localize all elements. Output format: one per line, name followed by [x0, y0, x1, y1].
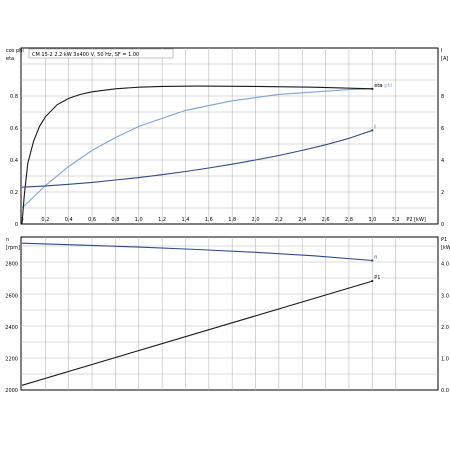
left-axis-label-bottom: [rpm]: [6, 245, 20, 251]
series-p1-end-point: [371, 279, 374, 283]
right-axis-label-top: P1: [441, 237, 447, 243]
right-axis-tick-label: 4.0: [441, 262, 449, 268]
left-axis-tick-label: 2000: [5, 388, 18, 394]
x-axis-tick-label: 0,2: [41, 217, 49, 223]
x-axis-tick-label: 0,8: [111, 217, 119, 223]
right-axis-tick-label: 0: [441, 222, 444, 228]
left-axis-tick-label: 0.2: [10, 190, 18, 196]
series-eta-label: eta: [374, 83, 382, 89]
x-axis-tick-label: 0,4: [65, 217, 73, 223]
left-axis-tick-label: 2400: [5, 325, 18, 331]
right-axis-tick-label: 1.0: [441, 356, 449, 362]
x-axis-tick-label: 1,2: [158, 217, 166, 223]
x-axis-tick-label: 1,8: [228, 217, 236, 223]
series-i-label: I: [374, 124, 375, 130]
series-n-label: n: [374, 255, 377, 261]
series-cos-phi-line: [21, 88, 373, 209]
right-axis-tick-label: 4: [441, 158, 444, 164]
series-p1-line: [21, 280, 373, 386]
header-text: CM 15-2 2.2 kW 3x400 V, 50 Hz, SF = 1.00: [32, 52, 139, 58]
left-axis-tick-label: 2800: [5, 262, 18, 268]
left-axis-label-top: cos phi: [6, 48, 24, 54]
x-axis-tick-label: 0,6: [88, 217, 96, 223]
right-axis-tick-label: 2: [441, 190, 444, 196]
left-axis-tick-label: 0.6: [10, 126, 18, 132]
left-axis-tick-label: 2200: [5, 356, 18, 362]
x-axis-tick-label: 3,0: [368, 217, 376, 223]
series-n-end-point: [371, 259, 374, 262]
x-axis-tick-label: 2,8: [345, 217, 353, 223]
x-axis-label-bg: [404, 215, 431, 223]
series-cos-phi-label: cos phi: [374, 83, 392, 89]
right-axis-label-bottom: [A]: [441, 56, 448, 62]
x-axis-label: P2 [kW]: [406, 217, 426, 223]
left-axis-tick-label: 0.4: [10, 158, 18, 164]
right-axis-tick-label: 6: [441, 126, 444, 132]
x-axis-tick-label: 2,2: [275, 217, 283, 223]
right-axis-label-top: I: [441, 48, 442, 54]
series-p1-label: P1: [374, 275, 380, 281]
x-axis-tick-label: 1,0: [135, 217, 143, 223]
x-axis-tick-label: 3,2: [392, 217, 400, 223]
left-axis-label-bottom: eta: [6, 56, 14, 62]
left-axis-tick-label: 0: [15, 222, 18, 228]
left-axis-label-top: n: [6, 237, 9, 243]
panel-1-frame: [20, 47, 439, 225]
left-axis-tick-label: 2600: [5, 293, 18, 299]
x-axis-tick-label: 1,4: [181, 217, 189, 223]
x-axis-tick-label: 1,6: [205, 217, 213, 223]
right-axis-tick-label: 0.0: [441, 388, 449, 394]
right-axis-label-bottom: [kW]: [441, 245, 450, 251]
x-axis-tick-label: 2,6: [322, 217, 330, 223]
series-n-line: [21, 242, 373, 262]
right-axis-tick-label: 2.0: [441, 325, 449, 331]
x-axis-tick-label: 2,4: [298, 217, 306, 223]
right-axis-tick-label: 8: [441, 94, 444, 100]
x-axis-tick-label: 2,0: [252, 217, 260, 223]
series-eta-line: [21, 85, 373, 225]
header-box: [28, 48, 174, 59]
series-i-line: [21, 129, 373, 188]
left-axis-tick-label: 0.8: [10, 94, 18, 100]
series-eta-end-point: [371, 87, 374, 90]
series-i-end-point: [371, 129, 374, 132]
right-axis-tick-label: 3.0: [441, 293, 449, 299]
